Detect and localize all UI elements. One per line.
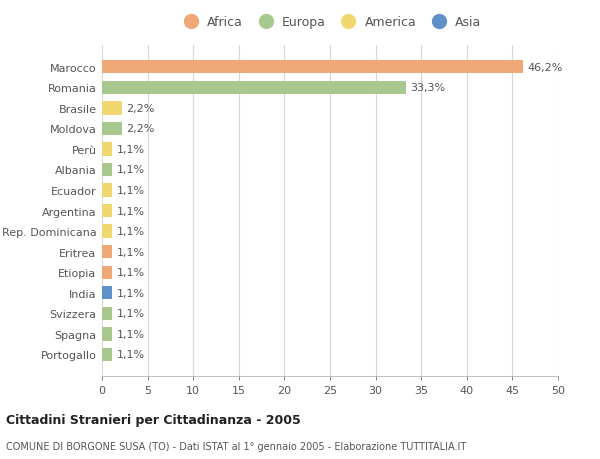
Text: 46,2%: 46,2% [528, 62, 563, 73]
Text: 1,1%: 1,1% [116, 309, 145, 319]
Bar [102, 286, 112, 300]
Bar [102, 225, 112, 238]
Text: 1,1%: 1,1% [116, 288, 145, 298]
Bar [102, 123, 122, 136]
Bar [102, 307, 112, 320]
Bar [102, 184, 112, 197]
Text: 1,1%: 1,1% [116, 185, 145, 196]
Text: 2,2%: 2,2% [127, 104, 155, 113]
Legend: Africa, Europa, America, Asia: Africa, Europa, America, Asia [175, 12, 485, 33]
Bar [102, 328, 112, 341]
Text: 1,1%: 1,1% [116, 350, 145, 360]
Text: 1,1%: 1,1% [116, 268, 145, 278]
Text: 33,3%: 33,3% [410, 83, 445, 93]
Bar [102, 81, 406, 95]
Text: 1,1%: 1,1% [116, 329, 145, 339]
Text: 1,1%: 1,1% [116, 227, 145, 237]
Bar [102, 266, 112, 280]
Text: 1,1%: 1,1% [116, 206, 145, 216]
Text: 1,1%: 1,1% [116, 145, 145, 155]
Bar [102, 102, 122, 115]
Bar [102, 348, 112, 361]
Bar [102, 143, 112, 156]
Bar [102, 163, 112, 177]
Bar [102, 61, 523, 74]
Text: COMUNE DI BORGONE SUSA (TO) - Dati ISTAT al 1° gennaio 2005 - Elaborazione TUTTI: COMUNE DI BORGONE SUSA (TO) - Dati ISTAT… [6, 441, 466, 451]
Text: 1,1%: 1,1% [116, 247, 145, 257]
Text: 1,1%: 1,1% [116, 165, 145, 175]
Text: Cittadini Stranieri per Cittadinanza - 2005: Cittadini Stranieri per Cittadinanza - 2… [6, 413, 301, 426]
Text: 2,2%: 2,2% [127, 124, 155, 134]
Bar [102, 246, 112, 259]
Bar [102, 204, 112, 218]
